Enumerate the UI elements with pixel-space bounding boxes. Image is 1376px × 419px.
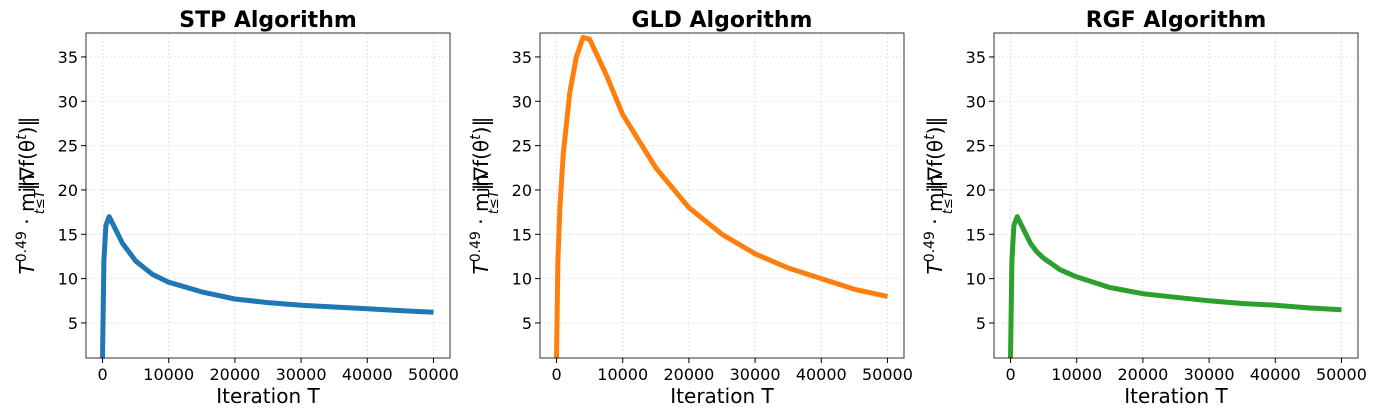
x-tick-label: 30000 — [730, 365, 781, 384]
y-axis-label-part: t≤T — [33, 189, 48, 214]
y-tick-label: 35 — [58, 48, 78, 67]
y-axis-label-part: 0.49 — [14, 231, 30, 262]
x-tick-label: 0 — [551, 365, 561, 384]
x-tick-label: 40000 — [1250, 365, 1301, 384]
y-axis-label-part: ‖∇f(θ — [15, 140, 39, 190]
x-axis-label: Iteration T — [670, 384, 774, 408]
y-axis-label: T0.49 · mint≤T‖∇f(θt)‖ — [14, 117, 48, 275]
y-axis-label-part: t≤T — [941, 189, 956, 214]
y-axis-label-part: T — [15, 260, 39, 274]
y-tick-label: 35 — [512, 48, 532, 67]
y-axis-label-part: )‖ — [923, 117, 947, 135]
y-tick-label: 30 — [512, 92, 532, 111]
x-axis-label: Iteration T — [1124, 384, 1228, 408]
x-tick-label: 0 — [1005, 365, 1015, 384]
y-tick-label: 10 — [966, 270, 986, 289]
y-tick-label: 20 — [58, 181, 78, 200]
y-axis-label-part: ‖∇f(θ — [923, 140, 947, 190]
x-tick-label: 50000 — [1316, 365, 1367, 384]
subplot: 5 10 15 20 25 30 35 0 10000 20000 30000 40000 50000 R… — [922, 8, 1367, 408]
x-tick-label: 10000 — [143, 365, 194, 384]
x-tick-label: 50000 — [862, 365, 913, 384]
chart-title: RGF Algorithm — [1086, 8, 1267, 33]
series-line — [100, 214, 434, 359]
y-tick-label: 20 — [966, 181, 986, 200]
x-tick-label: 20000 — [663, 365, 714, 384]
y-tick-label: 35 — [966, 48, 986, 67]
y-tick-label: 5 — [68, 314, 78, 333]
y-axis-label: T0.49 · mint≤T‖∇f(θt)‖ — [922, 117, 956, 275]
plot-frame — [539, 32, 905, 359]
y-tick-label: 5 — [976, 314, 986, 333]
y-axis-label-part: ‖∇f(θ — [469, 140, 493, 190]
x-tick-label: 30000 — [276, 365, 327, 384]
x-tick-label: 40000 — [796, 365, 847, 384]
subplot: 5 10 15 20 25 30 35 0 10000 20000 30000 40000 50000 S… — [14, 8, 459, 408]
x-tick-label: 30000 — [1184, 365, 1235, 384]
y-tick-label: 20 — [512, 181, 532, 200]
y-axis-label: T0.49 · mint≤T‖∇f(θt)‖ — [468, 117, 502, 275]
y-tick-label: 15 — [966, 225, 986, 244]
y-tick-label: 10 — [58, 270, 78, 289]
y-axis-label-part: · min — [15, 174, 39, 231]
y-axis-label-part: T — [469, 260, 493, 274]
y-axis-label-part: 0.49 — [468, 231, 484, 262]
series-line — [554, 34, 889, 359]
y-tick-label: 15 — [512, 225, 532, 244]
x-tick-label: 40000 — [342, 365, 393, 384]
plot-frame — [85, 32, 451, 359]
y-tick-label: 10 — [512, 270, 532, 289]
x-axis-label: Iteration T — [216, 384, 320, 408]
y-tick-label: 5 — [522, 314, 532, 333]
x-tick-label: 10000 — [1051, 365, 1102, 384]
x-tick-label: 0 — [97, 365, 107, 384]
y-axis-label-part: )‖ — [469, 117, 493, 135]
y-axis-label-part: )‖ — [15, 117, 39, 135]
subplot: 5 10 15 20 25 30 35 0 10000 20000 30000 40000 50000 G… — [468, 8, 913, 408]
plot-frame — [993, 32, 1359, 359]
x-tick-label: 10000 — [597, 365, 648, 384]
y-axis-label-part: · min — [923, 174, 947, 231]
y-axis-label-part: t — [14, 134, 30, 140]
y-tick-label: 25 — [512, 137, 532, 156]
chart-title: STP Algorithm — [179, 8, 357, 33]
y-axis-label-part: T — [923, 260, 947, 274]
x-tick-label: 20000 — [1117, 365, 1168, 384]
y-tick-label: 25 — [58, 137, 78, 156]
y-axis-label-part: t — [922, 134, 938, 140]
x-tick-label: 50000 — [408, 365, 459, 384]
series-line — [1008, 214, 1342, 359]
chart-title: GLD Algorithm — [632, 8, 813, 33]
y-tick-label: 30 — [58, 92, 78, 111]
y-axis-label-part: · min — [469, 174, 493, 231]
y-tick-label: 15 — [58, 225, 78, 244]
y-tick-label: 25 — [966, 137, 986, 156]
y-axis-label-part: t — [468, 134, 484, 140]
y-axis-label-part: 0.49 — [922, 231, 938, 262]
y-tick-label: 30 — [966, 92, 986, 111]
x-tick-label: 20000 — [209, 365, 260, 384]
y-axis-label-part: t≤T — [487, 189, 502, 214]
